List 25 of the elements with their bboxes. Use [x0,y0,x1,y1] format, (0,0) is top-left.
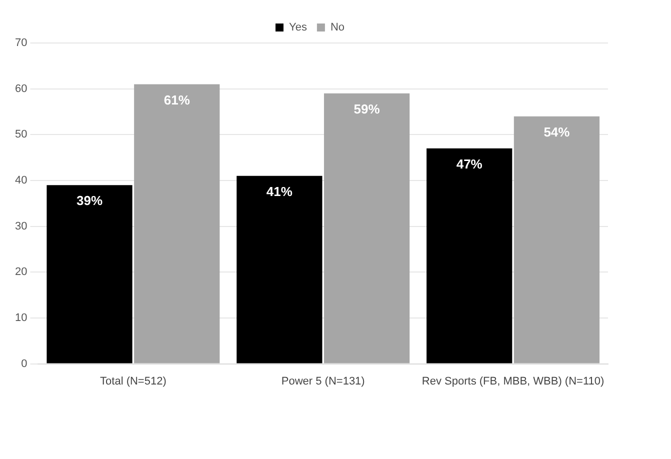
data-label: 39% [76,193,103,208]
y-tick-label: 40 [14,174,28,187]
x-tick-label: Power 5 (N=131) [281,375,365,388]
bar [514,116,600,364]
bar [426,148,512,364]
bar [324,93,410,364]
bar [134,84,220,364]
y-tick-label: 0 [21,358,28,370]
data-label: 61% [164,92,190,108]
x-tick-label: Rev Sports (FB, MBB, WBB) (N=110) [422,375,604,388]
y-tick-label: 10 [14,312,28,324]
bar [236,176,322,364]
legend-label: Yes [288,22,308,34]
data-label: 59% [354,101,380,116]
y-tick-label: 30 [14,220,28,232]
data-label: 41% [266,184,293,199]
y-tick-label: 50 [14,128,28,141]
bar [46,185,132,364]
y-tick-label: 70 [14,37,28,50]
data-label: 47% [456,156,483,172]
legend-label: No [330,22,345,34]
data-label: 54% [544,124,570,140]
y-tick-label: 60 [14,82,28,95]
y-tick-label: 20 [14,266,28,278]
x-tick-label: Total (N=512) [100,375,166,388]
